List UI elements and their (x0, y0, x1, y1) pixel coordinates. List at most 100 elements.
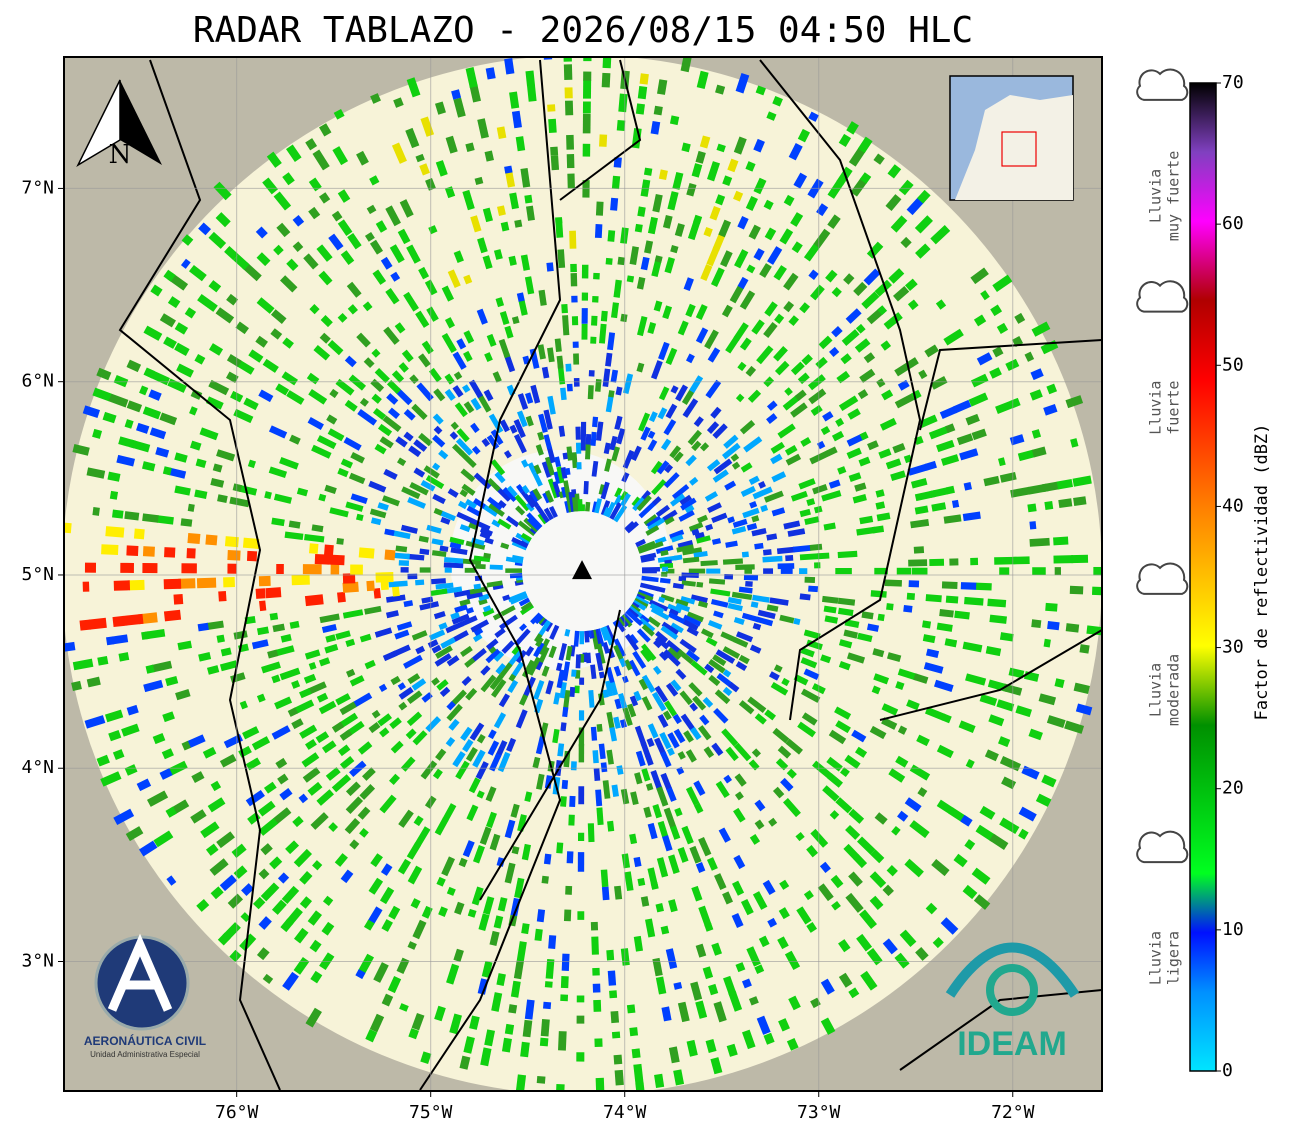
echo (335, 378, 355, 396)
echo (806, 498, 816, 506)
echo (419, 548, 430, 555)
echo (561, 779, 569, 790)
echo (565, 363, 572, 372)
echo (880, 340, 892, 351)
echo (477, 393, 492, 413)
echo (924, 706, 946, 721)
colorbar-tick-label: 70 (1222, 72, 1244, 93)
echo (906, 592, 916, 601)
echo (405, 127, 420, 149)
echo (213, 181, 232, 201)
echo (466, 505, 482, 517)
echo (680, 497, 697, 511)
echo (72, 444, 90, 456)
echo (723, 434, 739, 449)
echo (913, 546, 925, 554)
echo (705, 1039, 717, 1054)
echo (605, 680, 614, 697)
inset-map (949, 75, 1074, 201)
echo (269, 612, 279, 621)
echo (804, 516, 820, 525)
echo (435, 160, 448, 177)
echo (988, 714, 1005, 727)
echo (624, 871, 634, 892)
echo (609, 681, 619, 696)
echo (659, 731, 672, 750)
echo (498, 693, 510, 708)
echo (497, 897, 508, 912)
echo (471, 886, 484, 906)
echo (830, 874, 844, 889)
echo (482, 605, 492, 613)
echo (484, 150, 494, 162)
echo (786, 768, 797, 779)
echo (704, 491, 719, 502)
echo (557, 249, 566, 269)
echo (667, 647, 682, 661)
echo (616, 617, 626, 628)
echo (636, 628, 651, 643)
echo (783, 301, 795, 313)
echo (232, 483, 243, 493)
echo (509, 424, 518, 434)
echo (634, 595, 650, 607)
echo (535, 736, 546, 755)
echo (565, 645, 573, 661)
echo (326, 414, 338, 425)
echo (535, 444, 544, 456)
echo (481, 503, 499, 517)
echo (965, 673, 987, 686)
echo (806, 845, 819, 858)
echo (733, 322, 749, 341)
echo (462, 840, 475, 858)
echo (710, 588, 731, 597)
echo (511, 554, 524, 562)
echo (521, 459, 529, 468)
echo (853, 281, 868, 297)
echo (1031, 446, 1047, 458)
echo (697, 514, 709, 524)
echo (922, 634, 936, 644)
echo (859, 431, 869, 441)
echo (186, 734, 206, 749)
echo (445, 135, 458, 154)
echo (631, 496, 641, 507)
echo (681, 142, 691, 153)
echo (861, 291, 880, 310)
echo (647, 616, 661, 628)
echo (505, 556, 524, 564)
echo (995, 400, 1013, 414)
echo (418, 266, 430, 280)
echo (530, 384, 541, 404)
echo (273, 244, 284, 256)
echo (654, 685, 669, 703)
echo (262, 973, 274, 985)
echo (386, 379, 402, 395)
intensity-label: Lluvia (1147, 381, 1165, 435)
echo (808, 111, 819, 122)
echo (356, 150, 369, 166)
echo (965, 758, 975, 769)
echo (914, 215, 933, 234)
echo (907, 463, 928, 476)
echo (740, 898, 754, 916)
echo (615, 386, 623, 396)
echo (647, 322, 657, 335)
echo (413, 467, 426, 478)
echo (377, 423, 393, 437)
echo (871, 685, 881, 695)
echo (557, 743, 565, 757)
echo (652, 496, 662, 506)
echo (631, 601, 640, 610)
echo (667, 732, 680, 749)
echo (454, 901, 465, 915)
echo (1031, 619, 1042, 629)
echo (465, 687, 478, 701)
echo (827, 773, 843, 788)
echo (489, 753, 502, 772)
echo (444, 186, 456, 199)
echo (479, 826, 492, 845)
echo (112, 615, 125, 628)
echo (390, 740, 404, 754)
echo (643, 514, 658, 527)
